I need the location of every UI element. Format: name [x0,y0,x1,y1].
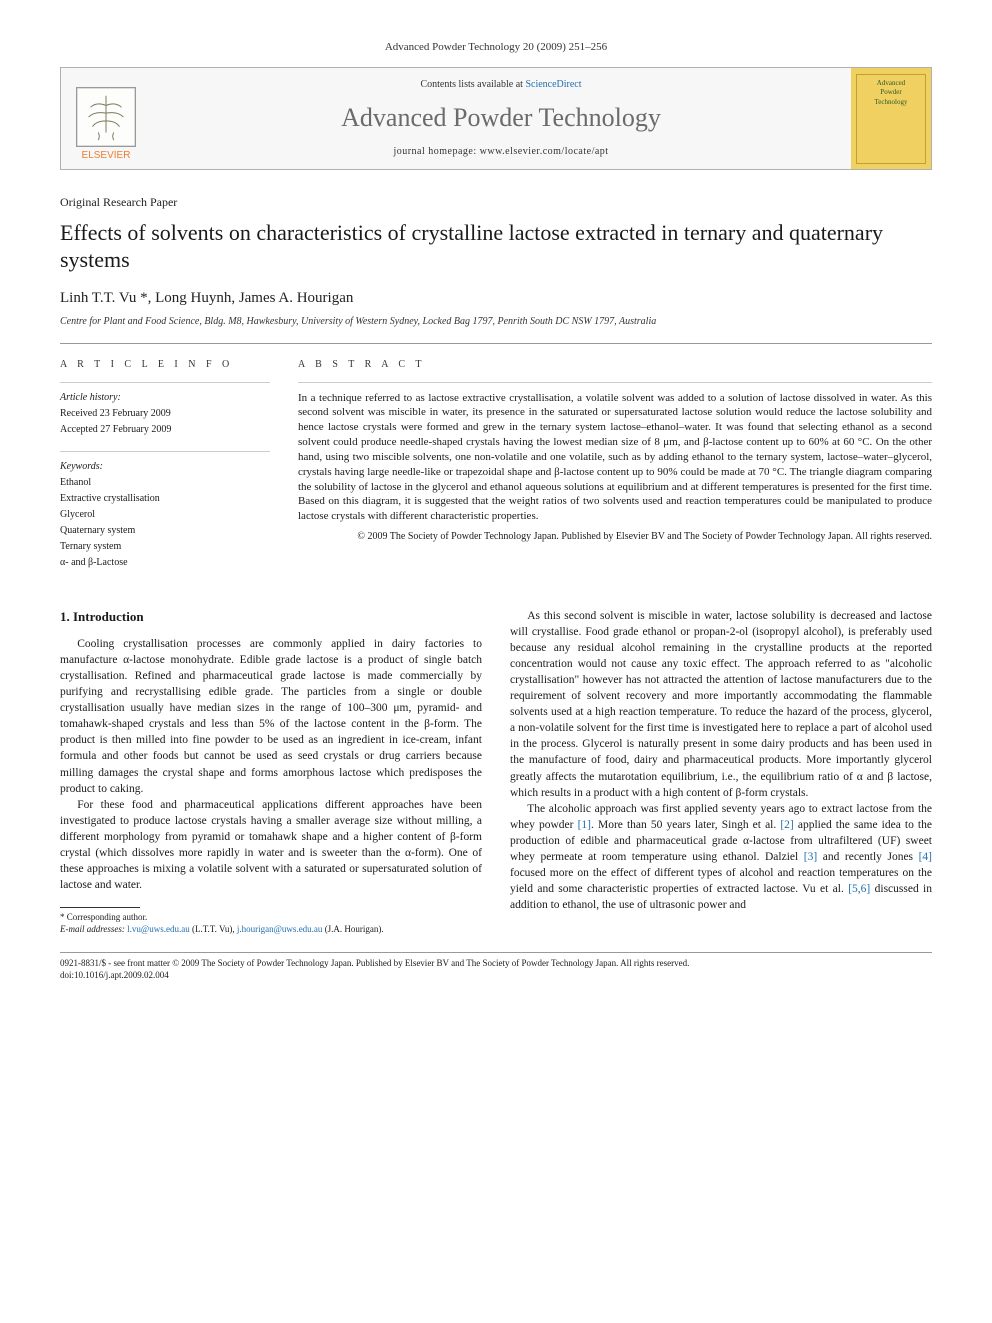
elsevier-logo: ELSEVIER [76,87,136,163]
homepage-url: www.elsevier.com/locate/apt [480,146,609,157]
journal-name: Advanced Powder Technology [155,100,847,136]
body-paragraph: Cooling crystallisation processes are co… [60,636,482,797]
journal-banner: ELSEVIER Contents lists available at Sci… [60,67,932,169]
citation-link[interactable]: [2] [780,819,793,831]
cover-line-3: Technology [857,98,925,108]
affiliation: Centre for Plant and Food Science, Bldg.… [60,315,932,329]
info-abstract-row: A R T I C L E I N F O Article history: R… [60,343,932,584]
journal-homepage-line: journal homepage: www.elsevier.com/locat… [155,145,847,159]
abstract-text: In a technique referred to as lactose ex… [298,382,932,525]
homepage-prefix: journal homepage: [393,146,479,157]
keywords-header: Keywords: [60,460,270,474]
body-paragraph: As this second solvent is miscible in wa… [510,608,932,801]
abstract-copyright: © 2009 The Society of Powder Technology … [298,530,932,544]
citation-link[interactable]: [3] [804,851,817,863]
keyword: α- and β-Lactose [60,556,270,570]
body-two-column: 1. Introduction Cooling crystallisation … [60,608,932,936]
contents-available-line: Contents lists available at ScienceDirec… [155,78,847,92]
body-text: and recently Jones [817,851,918,863]
abstract-column: A B S T R A C T In a technique referred … [298,358,932,584]
body-paragraph: For these food and pharmaceutical applic… [60,797,482,894]
keyword: Extractive crystallisation [60,492,270,506]
article-info-label: A R T I C L E I N F O [60,358,270,372]
banner-center: Contents lists available at ScienceDirec… [151,68,851,168]
elsevier-tree-icon [76,87,136,147]
cover-line-1: Advanced [857,79,925,89]
citation-link[interactable]: [1] [578,819,591,831]
elsevier-wordmark: ELSEVIER [82,149,131,163]
contents-prefix: Contents lists available at [420,79,525,90]
abstract-label: A B S T R A C T [298,358,932,372]
email-who: (J.A. Hourigan). [322,924,383,934]
footnote-separator [60,907,140,908]
author-email-link[interactable]: l.vu@uws.edu.au [127,924,190,934]
citation-link[interactable]: [5,6] [848,883,870,895]
author-email-link[interactable]: j.hourigan@uws.edu.au [237,924,323,934]
article-title: Effects of solvents on characteristics o… [60,219,932,274]
email-who: (L.T.T. Vu), [190,924,237,934]
article-history-block: Article history: Received 23 February 20… [60,382,270,437]
page-footer: 0921-8831/$ - see front matter © 2009 Th… [60,952,932,982]
publisher-logo-slot: ELSEVIER [61,68,151,168]
doi-line: doi:10.1016/j.apt.2009.02.004 [60,969,932,982]
cover-image: Advanced Powder Technology [856,74,926,164]
footnotes: * Corresponding author. E-mail addresses… [60,912,482,935]
cover-line-2: Powder [857,88,925,98]
citation-link[interactable]: [4] [919,851,932,863]
keyword: Ternary system [60,540,270,554]
article-type: Original Research Paper [60,194,932,211]
accepted-date: Accepted 27 February 2009 [60,423,270,437]
corresponding-author-note: * Corresponding author. [60,912,482,924]
keyword: Ethanol [60,476,270,490]
section-heading-introduction: 1. Introduction [60,608,482,626]
front-matter-line: 0921-8831/$ - see front matter © 2009 Th… [60,957,932,970]
sciencedirect-link[interactable]: ScienceDirect [525,79,581,90]
email-label: E-mail addresses: [60,924,127,934]
keyword: Quaternary system [60,524,270,538]
journal-cover-thumb: Advanced Powder Technology [851,68,931,168]
history-header: Article history: [60,391,270,405]
keywords-block: Keywords: Ethanol Extractive crystallisa… [60,451,270,570]
running-head: Advanced Powder Technology 20 (2009) 251… [60,40,932,55]
article-info-column: A R T I C L E I N F O Article history: R… [60,358,270,584]
body-paragraph: The alcoholic approach was first applied… [510,801,932,914]
body-text: . More than 50 years later, Singh et al. [591,819,780,831]
received-date: Received 23 February 2009 [60,407,270,421]
email-line: E-mail addresses: l.vu@uws.edu.au (L.T.T… [60,924,482,936]
author-list: Linh T.T. Vu *, Long Huynh, James A. Hou… [60,288,932,309]
keyword: Glycerol [60,508,270,522]
